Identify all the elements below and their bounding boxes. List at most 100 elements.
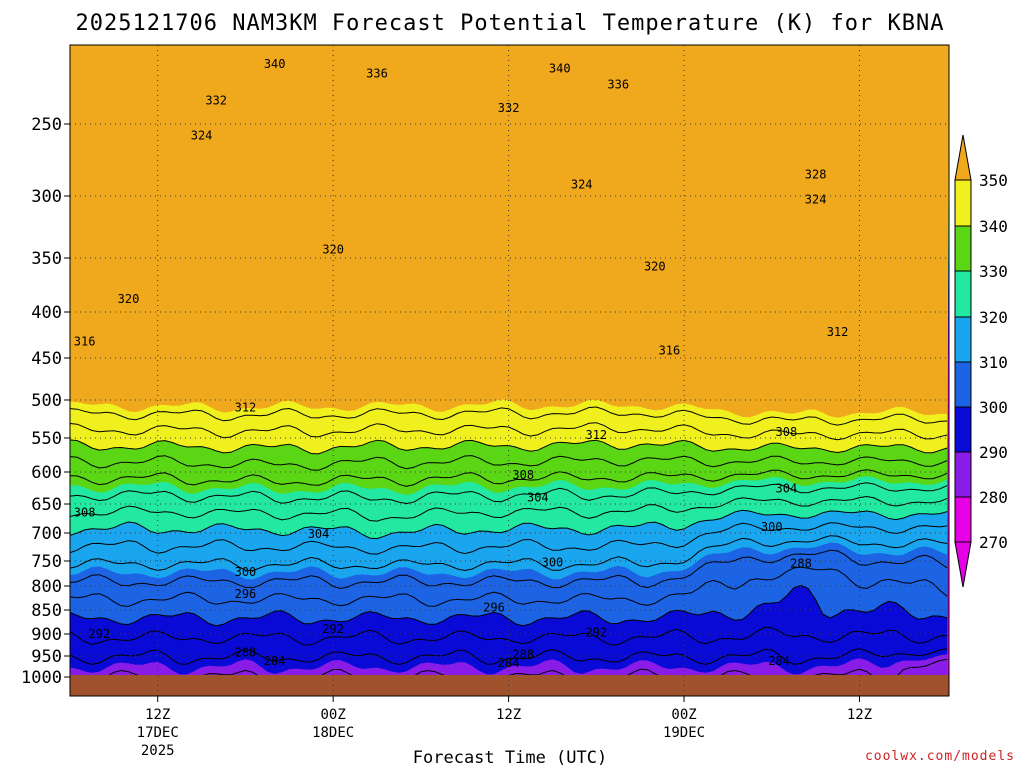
colorbar-tick-label: 270 — [979, 533, 1008, 552]
contour-label: 296 — [483, 601, 505, 615]
colorbar-tick-label: 350 — [979, 171, 1008, 190]
contour-label: 296 — [235, 587, 257, 601]
colorbar-swatch-270 — [954, 496, 972, 543]
contour-label: 328 — [805, 167, 827, 181]
x-tick-label: 12Z — [496, 707, 521, 723]
contour-label: 284 — [498, 656, 520, 670]
contour-label: 324 — [571, 177, 593, 191]
y-tick-label: 750 — [31, 552, 62, 572]
contour-label: 284 — [264, 654, 286, 668]
contour-label: 316 — [659, 344, 681, 358]
contour-336 — [70, 455, 948, 471]
contour-label: 336 — [366, 66, 388, 80]
colorbar-tick-label: 290 — [979, 443, 1008, 462]
contour-label: 284 — [768, 654, 790, 668]
contour-label: 312 — [235, 401, 257, 415]
colorbar-arrow-bottom — [954, 541, 972, 588]
contour-label: 340 — [549, 62, 571, 76]
contour-label: 340 — [264, 57, 286, 71]
contour-label: 308 — [512, 468, 534, 482]
colorbar-swatch-320 — [954, 270, 972, 318]
contour-label: 292 — [585, 626, 607, 640]
colorbar-swatch-330 — [954, 225, 972, 272]
x-tick-date: 19DEC — [663, 725, 705, 741]
y-tick-label: 850 — [31, 601, 62, 621]
y-tick-label: 800 — [31, 577, 62, 597]
contour-316 — [70, 522, 948, 555]
colorbar-tick-label: 300 — [979, 398, 1008, 417]
colorbar-tick-label: 320 — [979, 308, 1008, 327]
contour-304 — [70, 566, 948, 607]
contour-label: 304 — [308, 527, 330, 541]
plot-area: 340 336 340 336 332 332 324 328 324 324 320 320 320 3… — [70, 45, 949, 696]
contour-324 — [70, 495, 948, 522]
colorbar-tick-label: 310 — [979, 353, 1008, 372]
ground-surface — [70, 675, 949, 696]
contour-label: 332 — [205, 93, 227, 107]
contour-label: 312 — [585, 428, 607, 442]
contour-label: 324 — [191, 129, 213, 143]
contour-312 — [70, 535, 948, 572]
contour-348 — [70, 406, 948, 426]
plot-frame — [69, 44, 950, 697]
contour-label: 312 — [827, 325, 849, 339]
colorbar-swatch-310 — [954, 316, 972, 363]
contour-332 — [70, 469, 948, 487]
y-tick-label: 650 — [31, 495, 62, 515]
y-tick-label: 500 — [31, 391, 62, 411]
grid-lines — [70, 45, 949, 696]
y-tick-label: 250 — [31, 115, 62, 135]
contour-label: 332 — [498, 101, 520, 115]
x-axis-label: Forecast Time (UTC) — [413, 748, 607, 768]
contour-label: 292 — [322, 622, 344, 636]
contour-label: 320 — [322, 242, 344, 256]
contour-label: 324 — [805, 193, 827, 207]
y-tick-label: 450 — [31, 349, 62, 369]
x-tick-label: 00Z — [671, 707, 696, 723]
contour-328 — [70, 482, 948, 505]
y-tick-label: 600 — [31, 463, 62, 483]
y-tick-label: 300 — [31, 187, 62, 207]
contour-344 — [70, 422, 948, 441]
x-tick-label: 12Z — [145, 707, 170, 723]
contour-label: 288 — [512, 648, 534, 662]
colorbar-swatch-340 — [954, 179, 972, 227]
contour-label: 320 — [118, 292, 140, 306]
y-tick-label: 400 — [31, 303, 62, 323]
chart-title: 2025121706 NAM3KM Forecast Potential Tem… — [76, 11, 945, 36]
y-tick-label: 350 — [31, 249, 62, 269]
contour-label: 300 — [542, 556, 564, 570]
y-tick-label: 900 — [31, 625, 62, 645]
x-tick-year: 2025 — [141, 743, 175, 759]
contour-label: 288 — [235, 645, 257, 659]
y-tick-label: 550 — [31, 429, 62, 449]
contour-296 — [70, 626, 948, 646]
contour-label: 320 — [644, 260, 666, 274]
colorbar: 350 340 330 320 310 300 290 280 270 — [954, 134, 1008, 588]
contour-label: 300 — [235, 565, 257, 579]
colorbar-tick-label: 340 — [979, 217, 1008, 236]
y-tick-label: 950 — [31, 647, 62, 667]
colorbar-tick-label: 280 — [979, 488, 1008, 507]
contour-308 — [70, 549, 948, 590]
contour-label: 308 — [776, 425, 798, 439]
contour-label: 304 — [776, 482, 798, 496]
colorbar-swatch-300 — [954, 361, 972, 408]
colorbar-swatch-280 — [954, 451, 972, 498]
contour-300 — [70, 584, 948, 627]
contour-292 — [70, 648, 948, 666]
contour-label: 292 — [88, 627, 110, 641]
contour-label: 300 — [761, 520, 783, 534]
credit-text: coolwx.com/models — [865, 749, 1015, 764]
x-axis-ticks: 12Z 17DEC 2025 00Z 18DEC 12Z 00Z 19DEC 12Z — [137, 696, 872, 759]
contour-label: 336 — [607, 78, 629, 92]
y-tick-label: 1000 — [21, 668, 62, 688]
x-tick-date: 18DEC — [312, 725, 354, 741]
colorbar-arrow-top — [954, 134, 972, 181]
contour-labels: 340 336 340 336 332 332 324 328 324 324 320 320 320 3… — [74, 57, 849, 670]
y-axis-ticks: 250 300 350 400 450 500 550 600 650 700 750 800 850 9… — [21, 115, 70, 688]
x-tick-date: 17DEC — [137, 725, 179, 741]
contour-label: 288 — [790, 557, 812, 571]
theta-fill-layers — [70, 45, 949, 696]
